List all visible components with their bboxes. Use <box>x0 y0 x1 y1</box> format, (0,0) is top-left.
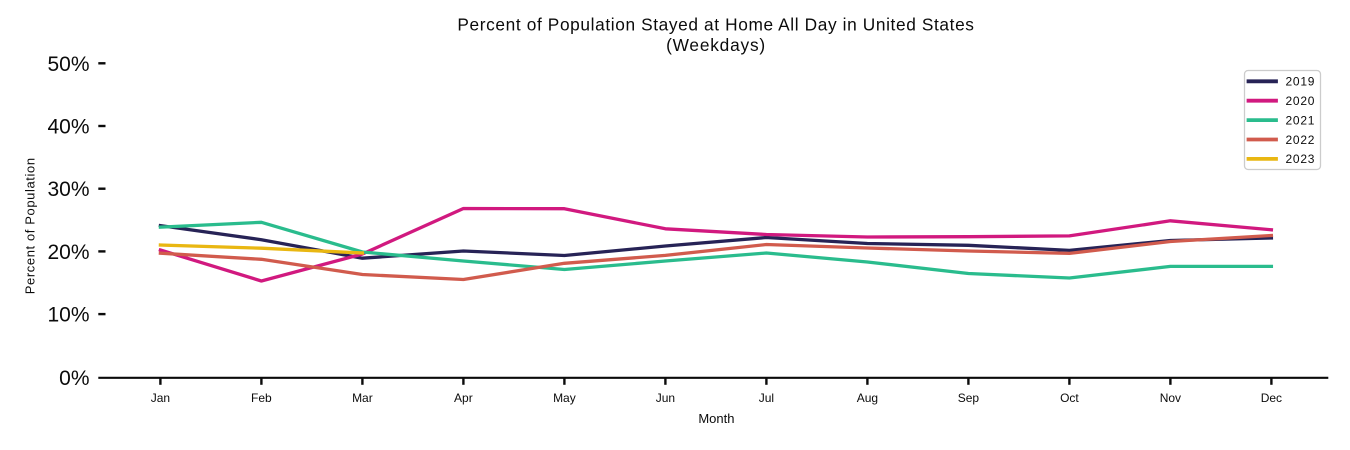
svg-text:Percent of Population: Percent of Population <box>23 157 38 294</box>
svg-text:(Weekdays): (Weekdays) <box>666 35 766 55</box>
svg-text:Oct: Oct <box>1060 391 1079 405</box>
svg-text:30%: 30% <box>47 178 89 201</box>
svg-text:Dec: Dec <box>1261 391 1282 405</box>
svg-text:May: May <box>553 391 576 405</box>
svg-text:2021: 2021 <box>1286 113 1316 127</box>
svg-text:Feb: Feb <box>251 391 272 405</box>
svg-text:0%: 0% <box>59 367 89 390</box>
svg-text:Apr: Apr <box>454 391 473 405</box>
svg-text:Jun: Jun <box>656 391 675 405</box>
svg-text:20%: 20% <box>47 241 89 264</box>
svg-text:Mar: Mar <box>352 391 373 405</box>
svg-text:Aug: Aug <box>857 391 878 405</box>
svg-text:Sep: Sep <box>958 391 980 405</box>
svg-text:Percent of Population Stayed a: Percent of Population Stayed at Home All… <box>457 14 974 34</box>
svg-text:Month: Month <box>698 411 734 426</box>
svg-text:2020: 2020 <box>1286 94 1316 108</box>
svg-text:10%: 10% <box>47 304 89 327</box>
svg-text:2023: 2023 <box>1286 152 1316 166</box>
svg-text:2019: 2019 <box>1286 75 1316 89</box>
svg-text:2022: 2022 <box>1286 133 1316 147</box>
svg-text:40%: 40% <box>47 116 89 139</box>
svg-text:Jan: Jan <box>151 391 170 405</box>
svg-text:Nov: Nov <box>1160 391 1181 405</box>
svg-text:Jul: Jul <box>759 391 774 405</box>
svg-text:50%: 50% <box>47 53 89 76</box>
